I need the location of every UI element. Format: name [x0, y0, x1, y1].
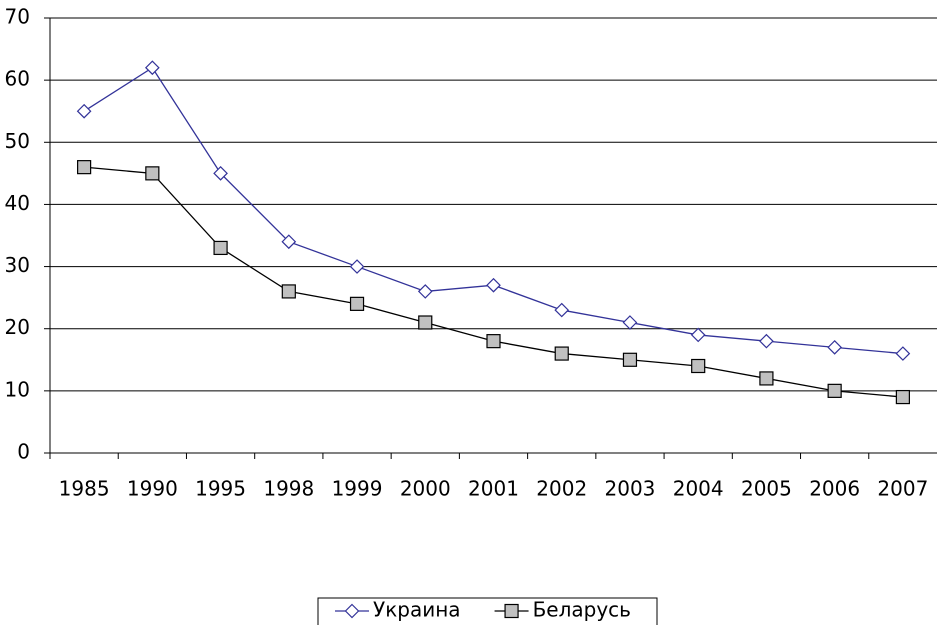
x-tick-label: 1998 — [263, 477, 314, 501]
marker — [213, 240, 228, 256]
y-tick-label: 30 — [5, 253, 30, 277]
y-tick-label: 70 — [5, 5, 30, 29]
marker — [759, 371, 774, 386]
y-tick-label: 50 — [5, 129, 30, 153]
marker — [622, 315, 638, 330]
legend-marker — [504, 603, 519, 619]
marker — [554, 346, 569, 361]
marker — [554, 302, 570, 318]
y-tick-label: 10 — [5, 377, 30, 401]
marker — [76, 103, 92, 119]
marker — [417, 284, 433, 299]
marker — [486, 334, 501, 349]
marker — [691, 358, 706, 374]
x-tick-label: 1990 — [127, 477, 178, 501]
marker — [690, 327, 706, 343]
marker — [145, 166, 160, 181]
marker — [827, 340, 843, 355]
x-tick-label: 2000 — [400, 477, 451, 501]
y-tick-label: 40 — [5, 191, 30, 215]
y-tick-label: 60 — [5, 67, 30, 91]
marker — [895, 346, 911, 361]
x-tick-label: 2004 — [673, 477, 724, 501]
x-tick-label: 2007 — [877, 477, 928, 501]
marker — [827, 383, 842, 398]
legend-label: Беларусь — [533, 598, 631, 622]
x-tick-label: 2001 — [468, 477, 519, 501]
legend-label: Украина — [373, 598, 461, 622]
marker — [759, 333, 774, 349]
marker — [77, 160, 92, 175]
marker — [895, 389, 910, 405]
marker — [418, 315, 433, 330]
legend-box — [317, 597, 658, 625]
x-tick-label: 1985 — [59, 477, 110, 501]
marker — [281, 234, 297, 250]
x-tick-label: 2005 — [741, 477, 792, 501]
series-line — [83, 66, 903, 355]
x-tick-label: 1995 — [195, 477, 246, 501]
y-tick-label: 20 — [5, 315, 30, 339]
x-tick-label: 2006 — [809, 477, 860, 501]
y-tick-label: 0 — [17, 440, 30, 464]
marker — [213, 166, 228, 181]
marker — [622, 352, 638, 367]
marker — [486, 277, 501, 293]
marker — [281, 284, 296, 299]
x-tick-label: 1999 — [332, 477, 383, 501]
legend-marker — [344, 603, 360, 619]
x-tick-label: 2002 — [536, 477, 587, 501]
x-tick-label: 2003 — [605, 477, 656, 501]
marker — [144, 60, 160, 76]
marker — [349, 296, 365, 311]
marker — [349, 259, 365, 274]
